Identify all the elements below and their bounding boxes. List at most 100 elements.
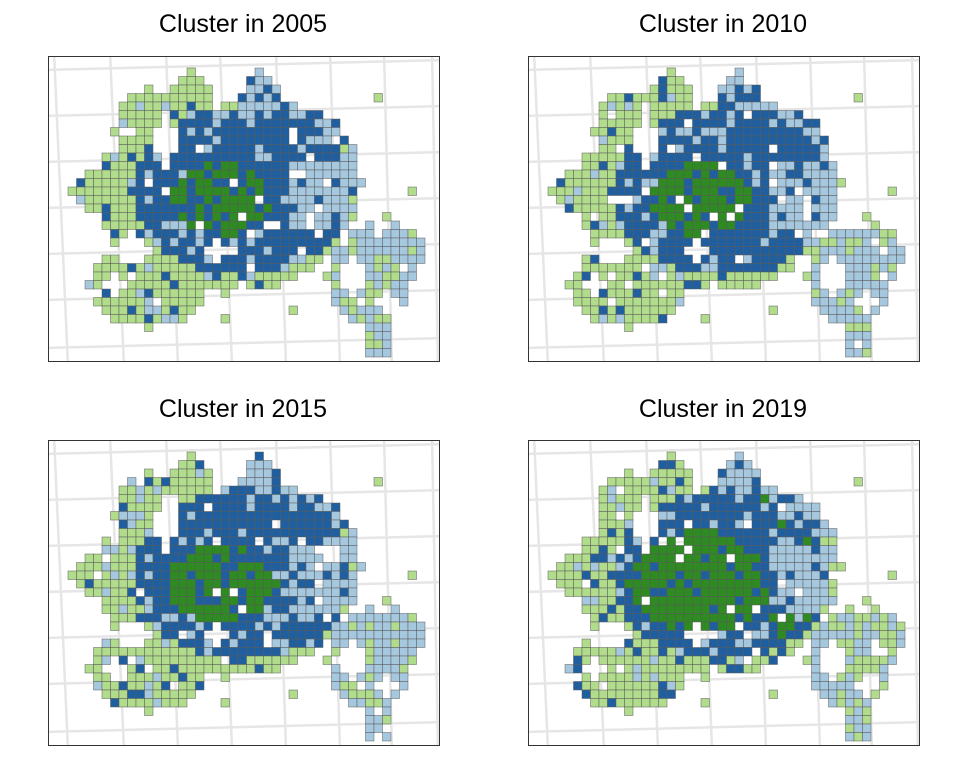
grid-cell-light-blue (743, 638, 753, 648)
grid-cell-dark-blue (751, 127, 761, 137)
grid-cell-dark-blue (237, 93, 247, 103)
grid-cell-dark-blue (178, 118, 188, 128)
grid-cell-dark-green (726, 587, 736, 597)
grid-cell-light-blue (373, 672, 383, 682)
grid-cell-dark-blue (675, 502, 685, 512)
grid-cell-dark-blue (734, 220, 744, 230)
grid-cell-light-green (666, 288, 676, 298)
grid-cell-dark-blue (161, 212, 171, 222)
grid-cell-light-green (178, 288, 188, 298)
grid-cell-dark-green (254, 212, 264, 222)
grid-cell-light-green (110, 511, 120, 521)
grid-cell-light-blue (127, 519, 137, 529)
grid-cell-light-blue (331, 579, 341, 589)
grid-cell-light-blue (169, 613, 179, 623)
grid-cell-dark-green (768, 613, 778, 623)
grid-cell-light-blue (649, 152, 659, 162)
grid-cell-dark-blue (135, 186, 145, 196)
grid-cell-light-blue (785, 118, 795, 128)
grid-cell-light-blue (322, 195, 332, 205)
grid-cell-dark-blue (794, 127, 804, 137)
grid-cell-dark-blue (237, 127, 247, 137)
grid-cell-dark-blue (161, 630, 171, 640)
grid-cell-dark-blue (237, 494, 247, 504)
grid-cell-light-green (607, 511, 617, 521)
grid-cell-light-green (127, 203, 137, 213)
grid-cell-light-green (615, 93, 625, 103)
grid-cell-light-green (178, 468, 188, 478)
grid-cell-light-green (127, 144, 137, 154)
grid-cell-dark-blue (743, 220, 753, 230)
grid-cell-light-green (598, 689, 608, 699)
grid-cell-light-green (564, 186, 574, 196)
grid-cell-dark-blue (237, 553, 247, 563)
grid-cell-dark-blue (135, 562, 145, 572)
grid-cell-light-green (127, 613, 137, 623)
grid-cell-light-green (607, 229, 617, 239)
grid-cell-dark-blue (271, 127, 281, 137)
grid-cell-light-green (556, 186, 566, 196)
grid-cell-dark-blue (641, 169, 651, 179)
grid-cell-light-blue (777, 169, 787, 179)
grid-cell-dark-green (683, 596, 693, 606)
grid-cell-light-blue (649, 178, 659, 188)
grid-cell-dark-blue (624, 587, 634, 597)
grid-cell-dark-blue (246, 246, 256, 256)
grid-cell-dark-blue (212, 528, 222, 538)
grid-cell-dark-green (700, 579, 710, 589)
grid-cell-dark-blue (127, 152, 137, 162)
grid-cell-light-green (615, 604, 625, 614)
grid-cell-light-blue (845, 621, 855, 631)
grid-cell-light-green (186, 681, 196, 691)
grid-cell-dark-blue (110, 229, 120, 239)
grid-cell-light-blue (607, 101, 617, 111)
grid-cell-light-blue (356, 288, 366, 298)
grid-cell-dark-blue (743, 621, 753, 631)
grid-cell-dark-blue (692, 127, 702, 137)
grid-cell-dark-green (212, 545, 222, 555)
grid-cell-dark-green (683, 553, 693, 563)
grid-cell-light-green (135, 144, 145, 154)
grid-cell-dark-blue (263, 135, 273, 145)
grid-cell-dark-blue (220, 494, 230, 504)
grid-cell-light-green (675, 681, 685, 691)
grid-cell-light-blue (845, 331, 855, 341)
grid-cell-dark-green (195, 545, 205, 555)
grid-cell-dark-blue (280, 511, 290, 521)
grid-cell-light-green (178, 297, 188, 307)
grid-cell-dark-blue (127, 263, 137, 273)
grid-cell-dark-blue (135, 545, 145, 555)
grid-cell-dark-blue (802, 152, 812, 162)
grid-cell-light-blue (339, 203, 349, 213)
grid-cell-light-blue (726, 460, 736, 470)
grid-cell-light-blue (887, 621, 897, 631)
grid-cell-light-green (683, 468, 693, 478)
grid-cell-dark-blue (768, 263, 778, 273)
grid-cell-light-green (382, 254, 392, 264)
grid-cell-dark-blue (658, 118, 668, 128)
grid-cell-light-blue (641, 178, 651, 188)
grid-cell-light-blue (896, 254, 906, 264)
grid-cell-dark-blue (581, 689, 591, 699)
grid-cell-dark-blue (675, 621, 685, 631)
grid-cell-light-blue (390, 604, 400, 614)
grid-cell-dark-blue (794, 246, 804, 256)
grid-cell-light-blue (339, 621, 349, 631)
grid-cell-light-blue (862, 723, 872, 733)
grid-cell-light-green (624, 127, 634, 137)
grid-cell-dark-blue (683, 254, 693, 264)
grid-cell-dark-blue (254, 110, 264, 120)
grid-cell-light-green (590, 178, 600, 188)
grid-cell-light-blue (322, 220, 332, 230)
grid-cell-light-green (641, 254, 651, 264)
grid-cell-dark-blue (195, 161, 205, 171)
grid-cell-dark-blue (195, 494, 205, 504)
grid-cell-light-green (598, 536, 608, 546)
grid-cell-dark-blue (280, 220, 290, 230)
grid-cell-dark-blue (760, 212, 770, 222)
grid-cell-light-green (581, 647, 591, 657)
grid-cell-dark-blue (254, 545, 264, 555)
grid-cell-light-green (118, 135, 128, 145)
grid-cell-light-green (862, 348, 872, 358)
panel-title-2010: Cluster in 2010 (638, 10, 808, 38)
